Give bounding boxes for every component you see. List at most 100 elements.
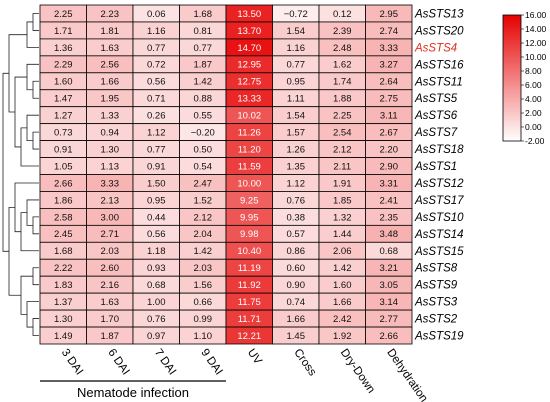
cell-value: 0.57 (287, 229, 306, 240)
row-label: AsSTS4 (414, 42, 457, 54)
row-label: AsSTS12 (414, 178, 464, 190)
row-label: AsSTS9 (414, 280, 458, 292)
cell-value: 1.32 (333, 212, 352, 223)
cell-value: 0.91 (147, 161, 166, 172)
cell-value: 2.66 (380, 331, 399, 342)
row-label: AsSTS5 (414, 93, 458, 105)
cell-value: 1.60 (333, 280, 352, 291)
cell-value: 2.29 (54, 60, 73, 71)
cell-value: 0.77 (287, 60, 306, 71)
cell-value: 3.21 (380, 263, 399, 274)
cell-value: 1.66 (333, 297, 352, 308)
colorbar: 16.00 14.00 12.00 10.00 8.00 6.00 4.00 2.00 0.00… (502, 10, 547, 146)
cell-value: 0.55 (194, 111, 213, 122)
cell-value: 0.90 (287, 280, 306, 291)
cell-value: 2.64 (380, 77, 399, 88)
cell-value: 2.11 (333, 161, 351, 172)
cell-value: 2.06 (333, 246, 352, 257)
cell-value: 2.23 (101, 9, 120, 20)
colorbar-tick-label: 10.00 (525, 52, 547, 62)
cell-value: 1.36 (54, 43, 73, 54)
cell-value: 1.95 (101, 94, 120, 105)
cell-value: 0.97 (147, 331, 166, 342)
cell-value: 2.77 (380, 314, 399, 325)
cell-value: 0.74 (287, 297, 306, 308)
cell-value: 3.11 (380, 111, 398, 122)
cell-value: 0.91 (54, 144, 73, 155)
cell-value: 2.67 (380, 128, 399, 139)
cell-value: 11.19 (238, 263, 261, 274)
cell-value: 10.40 (237, 246, 261, 257)
cell-value: 0.81 (194, 26, 213, 37)
cell-value: 11.75 (238, 297, 261, 308)
cell-value: 2.48 (333, 43, 352, 54)
colorbar-tick-label: 14.00 (525, 24, 547, 34)
cell-value: 1.42 (333, 263, 352, 274)
cell-value: 0.88 (194, 94, 213, 105)
cell-value: 3.05 (380, 280, 399, 291)
cell-value: −0.72 (284, 9, 308, 20)
column-label: Dry-Down (338, 347, 377, 396)
row-label: AsSTS7 (414, 127, 458, 139)
cell-value: 1.26 (287, 144, 306, 155)
cell-value: 1.83 (54, 280, 73, 291)
cell-value: 13.33 (237, 94, 261, 105)
cell-value: −0.20 (191, 128, 215, 139)
cell-value: 1.86 (54, 195, 73, 206)
cell-value: 1.60 (54, 77, 73, 88)
cell-value: 2.13 (101, 195, 120, 206)
cell-value: 1.11 (287, 94, 305, 105)
cell-value: 0.68 (147, 280, 166, 291)
cell-value: 1.87 (101, 331, 120, 342)
cell-value: 1.85 (333, 195, 352, 206)
column-label: 9 DAI (198, 347, 224, 377)
cell-value: 2.25 (54, 9, 73, 20)
cell-value: 0.86 (287, 246, 306, 257)
row-label: AsSTS13 (414, 8, 464, 20)
cell-value: 2.90 (380, 161, 399, 172)
cell-value: 0.76 (147, 314, 166, 325)
cell-value: 1.54 (287, 111, 306, 122)
cell-value: 2.71 (101, 229, 120, 240)
cell-value: 0.71 (147, 94, 166, 105)
cell-value: 1.68 (194, 9, 213, 20)
cell-value: 0.12 (333, 9, 352, 20)
cell-value: 2.58 (54, 212, 73, 223)
dendrogram-branch (8, 34, 27, 113)
cell-value: 3.27 (380, 60, 399, 71)
colorbar-tick-label: -2.00 (525, 136, 545, 146)
row-label: AsSTS15 (414, 246, 464, 258)
cell-value: 1.37 (54, 297, 73, 308)
colorbar-tick-label: 8.00 (525, 66, 542, 76)
column-group-annotation: Nematode infection (40, 380, 226, 400)
dendrogram-branch (20, 212, 39, 252)
cell-value: 1.16 (287, 43, 306, 54)
cell-value: 2.75 (380, 94, 399, 105)
column-label: 3 DAI (59, 347, 85, 377)
cell-value: 2.12 (194, 212, 213, 223)
dendrogram-branch (32, 131, 39, 150)
cell-value: 0.73 (54, 128, 73, 139)
cell-value: 1.92 (333, 331, 352, 342)
colorbar-tick-label: 16.00 (525, 10, 547, 20)
cell-value: 1.18 (147, 246, 166, 257)
dendrogram-branch (32, 13, 39, 31)
cell-value: 2.60 (101, 263, 120, 274)
cell-value: 0.56 (147, 229, 166, 240)
cell-value: 1.05 (54, 161, 73, 172)
cell-value: 1.54 (287, 26, 306, 37)
row-label: AsSTS18 (414, 144, 464, 156)
dendrogram-branch (32, 80, 39, 99)
cell-value: 11.20 (238, 144, 261, 155)
cell-value: 2.54 (333, 128, 352, 139)
cell-value: 0.44 (147, 212, 166, 223)
cell-value: 1.00 (147, 297, 166, 308)
cell-value: 1.42 (194, 246, 213, 257)
row-label: AsSTS17 (414, 195, 464, 207)
cell-value: 1.68 (54, 246, 73, 257)
cell-value: 1.10 (194, 331, 213, 342)
cell-value: 11.71 (238, 314, 261, 325)
dendrogram-branch (20, 127, 39, 167)
cell-value: 1.52 (194, 195, 213, 206)
